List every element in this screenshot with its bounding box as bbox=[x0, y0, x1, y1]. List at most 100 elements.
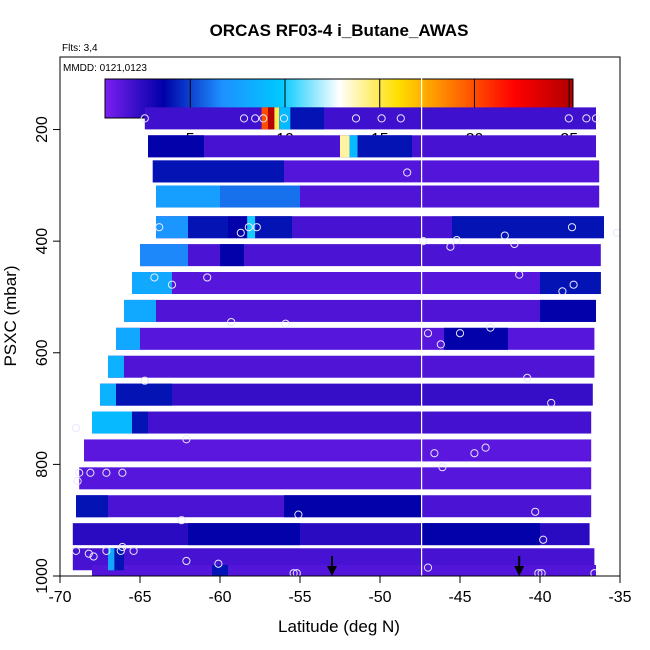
heatmap-segment bbox=[188, 523, 300, 546]
x-tick-label: -40 bbox=[528, 589, 551, 606]
heatmap-segment bbox=[132, 411, 148, 434]
plot-area bbox=[71, 57, 620, 576]
heatmap-segment bbox=[100, 383, 116, 406]
heatmap-segment bbox=[76, 495, 108, 518]
sample-point bbox=[294, 510, 303, 519]
heatmap-segment bbox=[349, 135, 358, 158]
sample-point bbox=[281, 319, 290, 328]
sample-point bbox=[214, 559, 223, 568]
heatmap-segment bbox=[108, 355, 124, 378]
sample-point bbox=[251, 114, 260, 123]
heatmap-segment bbox=[92, 411, 132, 434]
sample-point bbox=[455, 329, 465, 338]
sample-point bbox=[279, 114, 289, 123]
heatmap-band bbox=[92, 411, 592, 434]
heatmap-band bbox=[140, 244, 601, 267]
heatmap-segment bbox=[156, 216, 188, 239]
sample-point bbox=[569, 280, 578, 289]
heatmap-band bbox=[116, 327, 595, 350]
heatmap-segment bbox=[261, 107, 268, 130]
sample-point bbox=[564, 114, 573, 123]
heatmap-band bbox=[84, 439, 592, 462]
heatmap-band bbox=[100, 383, 593, 406]
heatmap-segment bbox=[228, 216, 248, 239]
heatmap-segment bbox=[279, 107, 291, 130]
sample-point bbox=[547, 398, 556, 408]
chart-title: ORCAS RF03-4 i_Butane_AWAS bbox=[210, 21, 469, 40]
sample-point bbox=[438, 463, 447, 472]
heatmap-segment bbox=[268, 107, 275, 130]
x-axis-label: Latitude (deg N) bbox=[278, 617, 400, 636]
sample-point bbox=[351, 114, 361, 123]
heatmap-segment bbox=[255, 216, 292, 239]
sample-point bbox=[452, 235, 461, 245]
sample-point bbox=[500, 231, 509, 240]
sample-point bbox=[140, 376, 149, 385]
y-tick-label: 800 bbox=[34, 451, 51, 478]
heatmap-segment bbox=[114, 548, 124, 571]
sample-point bbox=[71, 546, 81, 555]
flights-label: Flts: 3,4 bbox=[62, 43, 98, 54]
sample-point bbox=[396, 114, 405, 123]
heatmap-segment bbox=[452, 216, 604, 239]
x-tick-label: -50 bbox=[368, 589, 391, 606]
sample-point bbox=[259, 114, 268, 123]
sample-point bbox=[102, 468, 111, 477]
x-axis: -70 -65 -60 -55 -50 -45 -40 -35 bbox=[48, 576, 632, 606]
sample-point bbox=[531, 507, 540, 516]
sample-point bbox=[182, 435, 191, 444]
y-tick-label: 200 bbox=[34, 116, 51, 143]
heatmap-segment bbox=[116, 327, 140, 350]
sample-point bbox=[140, 114, 149, 123]
sample-point bbox=[481, 443, 490, 452]
heatmap-segment bbox=[156, 185, 220, 208]
sample-point bbox=[155, 223, 164, 232]
sample-point bbox=[118, 542, 127, 552]
heatmap-segment bbox=[274, 107, 280, 130]
sample-point bbox=[102, 546, 111, 555]
x-tick-label: -60 bbox=[208, 589, 231, 606]
sample-point bbox=[470, 449, 479, 458]
heatmap-segment bbox=[247, 216, 256, 239]
sample-point bbox=[567, 223, 577, 232]
sample-point bbox=[423, 563, 433, 572]
y-axis: 200 400 600 800 1000 bbox=[34, 116, 60, 594]
sample-point bbox=[84, 549, 93, 558]
heatmap-segment bbox=[421, 523, 540, 546]
heatmap-band bbox=[124, 299, 596, 322]
sample-point bbox=[239, 114, 249, 123]
heatmap-band bbox=[72, 548, 595, 571]
heatmap-segment bbox=[212, 565, 228, 576]
sample-point bbox=[116, 546, 125, 555]
sample-point bbox=[523, 373, 532, 382]
heatmap-band bbox=[108, 355, 595, 378]
sample-point bbox=[227, 317, 236, 327]
sample-point bbox=[71, 424, 81, 433]
x-tick-label: -55 bbox=[288, 589, 311, 606]
heatmap-segment bbox=[540, 299, 596, 322]
sample-point bbox=[430, 449, 439, 458]
heatmap-segment bbox=[132, 272, 172, 295]
x-tick-label: -65 bbox=[128, 589, 151, 606]
sample-point bbox=[118, 468, 127, 477]
sample-point bbox=[75, 468, 84, 477]
sample-point bbox=[486, 323, 495, 332]
heatmap-segment bbox=[220, 244, 244, 267]
heatmap-segment bbox=[220, 185, 300, 208]
sample-point bbox=[515, 270, 524, 279]
heatmap-segment bbox=[444, 327, 508, 350]
x-tick-label: -70 bbox=[48, 589, 71, 606]
sample-point bbox=[590, 569, 599, 576]
sample-point bbox=[177, 516, 186, 525]
heatmap-segment bbox=[340, 135, 350, 158]
sample-point bbox=[73, 477, 82, 486]
sample-point bbox=[403, 168, 412, 177]
y-tick-label: 400 bbox=[34, 228, 51, 255]
sample-point bbox=[377, 114, 386, 123]
sample-point bbox=[537, 569, 546, 576]
sample-point bbox=[419, 237, 428, 246]
sample-point bbox=[558, 287, 567, 296]
x-tick-label: -45 bbox=[448, 589, 471, 606]
sample-point bbox=[292, 569, 301, 576]
sample-point bbox=[612, 228, 620, 237]
